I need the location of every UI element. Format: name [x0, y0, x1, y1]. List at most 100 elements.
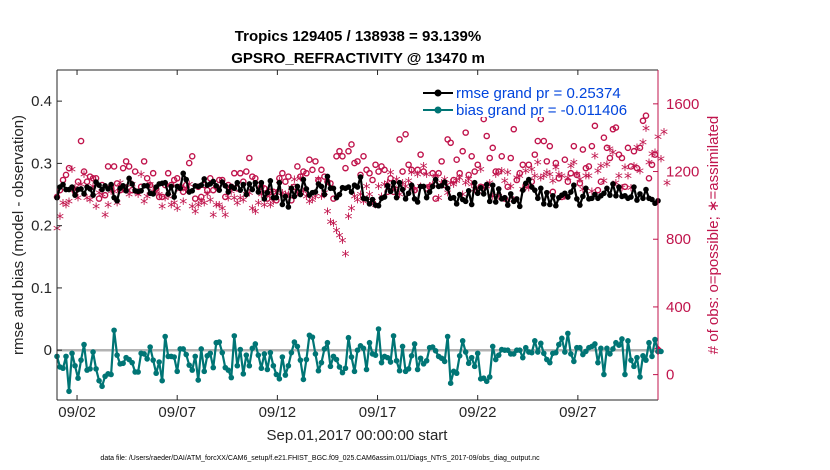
rmse-point: [474, 190, 481, 197]
obs-possible-point: [516, 169, 524, 177]
obs-assimilated-point: *: [636, 164, 644, 183]
bias-point: [658, 348, 664, 355]
obs-assimilated-point: *: [633, 140, 641, 159]
bias-point: [541, 350, 547, 357]
bias-point: [285, 362, 292, 369]
obs-possible-point: [618, 154, 626, 162]
obs-possible-point: [450, 176, 457, 184]
axes-frame: [56, 69, 659, 401]
rmse-point: [462, 198, 469, 205]
obs-assimilated-point: *: [305, 194, 313, 213]
bias-point: [333, 356, 340, 363]
obs-assimilated-point: *: [540, 169, 548, 188]
obs-possible-point: [552, 159, 560, 167]
rmse-point: [610, 181, 616, 187]
rmse-point: [414, 199, 421, 205]
rmse-point: [387, 188, 394, 195]
bias-point: [348, 354, 355, 360]
obs-possible-point: [429, 169, 436, 177]
rmse-point: [72, 192, 78, 198]
obs-assimilated-point: *: [522, 164, 530, 183]
obs-assimilated-point: *: [101, 208, 109, 227]
rmse-point: [519, 187, 526, 193]
bias-point: [261, 351, 268, 357]
obs-possible-point: [399, 168, 406, 175]
obs-possible-point: [221, 193, 229, 201]
obs-assimilated-point: *: [188, 199, 196, 218]
bias-point: [228, 374, 235, 381]
rmse-point: [562, 190, 568, 197]
rmse-point: [171, 194, 177, 200]
obs-possible-point: [369, 176, 376, 184]
obs-possible-point: [597, 178, 605, 185]
bias-point: [234, 362, 241, 369]
obs-assimilated-point: *: [480, 180, 488, 199]
obs-assimilated-point: *: [366, 187, 374, 206]
obs-assimilated-point: *: [591, 148, 599, 167]
bias-point: [414, 366, 421, 373]
bias-point: [78, 357, 84, 363]
obs-possible-point: [414, 166, 421, 174]
obs-possible-point: [567, 169, 575, 177]
data-file-footnote: data file: /Users/raeder/DAI/ATM_forcXX/…: [100, 455, 540, 462]
bias-point: [456, 352, 463, 359]
bias-point: [243, 352, 250, 358]
obs-assimilated-point: *: [495, 189, 503, 208]
rmse-point: [634, 197, 640, 203]
bias-point: [577, 344, 583, 351]
rmse-point: [165, 191, 171, 197]
bias-point: [363, 366, 370, 373]
obs-assimilated-point: *: [396, 187, 404, 206]
rmse-point: [183, 176, 190, 183]
rmse-point: [465, 187, 472, 194]
obs-assimilated-point: *: [221, 208, 229, 227]
obs-assimilated-point: *: [269, 194, 277, 213]
bias-point: [321, 346, 328, 352]
obs-possible-point: [435, 169, 442, 177]
y-axis-ticks-left: 0 0.1 0.2 0.3 0.4: [31, 93, 62, 359]
obs-possible-point: [588, 142, 596, 150]
obs-assimilated-point: *: [363, 179, 371, 198]
obs-possible-point: [456, 169, 463, 177]
obs-possible-point: [125, 163, 133, 170]
obs-assimilated-point: *: [107, 184, 115, 203]
obs-assimilated-point: *: [531, 169, 539, 188]
bias-point: [634, 354, 640, 361]
bias-point: [81, 341, 87, 348]
obs-possible-point: [294, 163, 301, 170]
rmse-point: [87, 186, 93, 192]
rmse-point: [483, 181, 490, 188]
obs-possible-point: [282, 178, 289, 185]
obs-assimilated-point: *: [645, 155, 653, 174]
obs-assimilated-point: *: [549, 174, 557, 193]
obs-possible-point: [104, 163, 112, 170]
obs-assimilated-point: *: [390, 180, 398, 199]
obs-assimilated-point: *: [350, 189, 358, 208]
rmse-point: [426, 189, 433, 195]
bias-point: [300, 376, 307, 383]
bias-point: [556, 341, 562, 348]
obs-assimilated-point: *: [657, 152, 665, 171]
obs-assimilated-point: *: [489, 189, 497, 208]
obs-possible-point: [206, 175, 214, 182]
obs-assimilated-point: *: [260, 197, 268, 216]
rmse-point: [213, 183, 220, 189]
bias-point: [522, 344, 529, 351]
rmse-point: [568, 189, 574, 195]
rmse-point: [574, 196, 580, 202]
bias-point: [219, 349, 226, 356]
obs-possible-point: [468, 153, 475, 160]
bias-point: [631, 363, 637, 370]
obs-assimilated-point: *: [360, 194, 368, 213]
bias-point: [468, 354, 475, 361]
bias-point: [471, 363, 478, 370]
bias-point: [339, 369, 346, 376]
rmse-series: [54, 170, 661, 210]
obs-assimilated-point: *: [486, 175, 494, 194]
bias-point: [90, 349, 96, 355]
rmse-point: [210, 178, 217, 185]
obs-assimilated-point: *: [435, 191, 443, 210]
obs-possible-point: [417, 151, 424, 158]
obs-assimilated-point: *: [399, 175, 407, 194]
bias-point: [646, 339, 652, 346]
